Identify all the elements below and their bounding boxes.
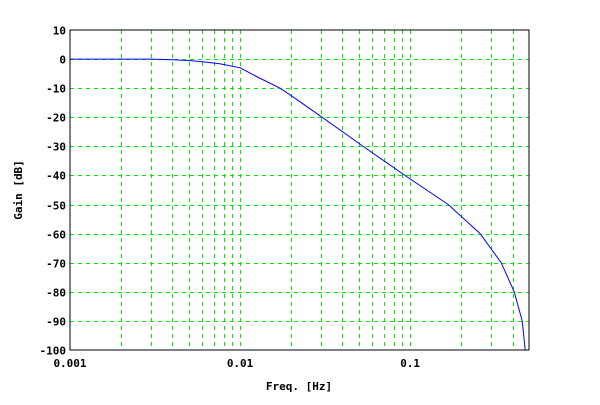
x-tick-label: 0.001 [53, 357, 86, 370]
y-tick-label: -20 [46, 112, 66, 125]
x-tick-label: 0.1 [400, 357, 420, 370]
y-tick-label: -100 [40, 345, 67, 358]
x-tick-label: 0.01 [227, 357, 254, 370]
y-axis-label: Gain [dB] [12, 160, 25, 220]
y-tick-label: -60 [46, 229, 66, 242]
x-tick-labels: 0.001 0.01 0.1 [53, 357, 420, 370]
y-tick-label: -30 [46, 141, 66, 154]
y-tick-label: -10 [46, 83, 66, 96]
gain-curve [70, 58, 526, 351]
y-tick-label: -50 [46, 200, 66, 213]
series-layer [70, 58, 526, 351]
y-tick-label: -90 [46, 316, 66, 329]
y-tick-labels: 10 0 -10 -20 -30 -40 -50 -60 -70 -80 -90 -100 [40, 25, 67, 358]
y-tick-label: -40 [46, 170, 66, 183]
plot-frame [69, 29, 530, 351]
y-tick-label: -80 [46, 287, 66, 300]
y-tick-label: 10 [53, 25, 66, 38]
y-tick-label: 0 [59, 54, 66, 67]
grid [70, 30, 529, 350]
y-tick-label: -70 [46, 258, 66, 271]
x-axis-label: Freq. [Hz] [266, 380, 332, 393]
